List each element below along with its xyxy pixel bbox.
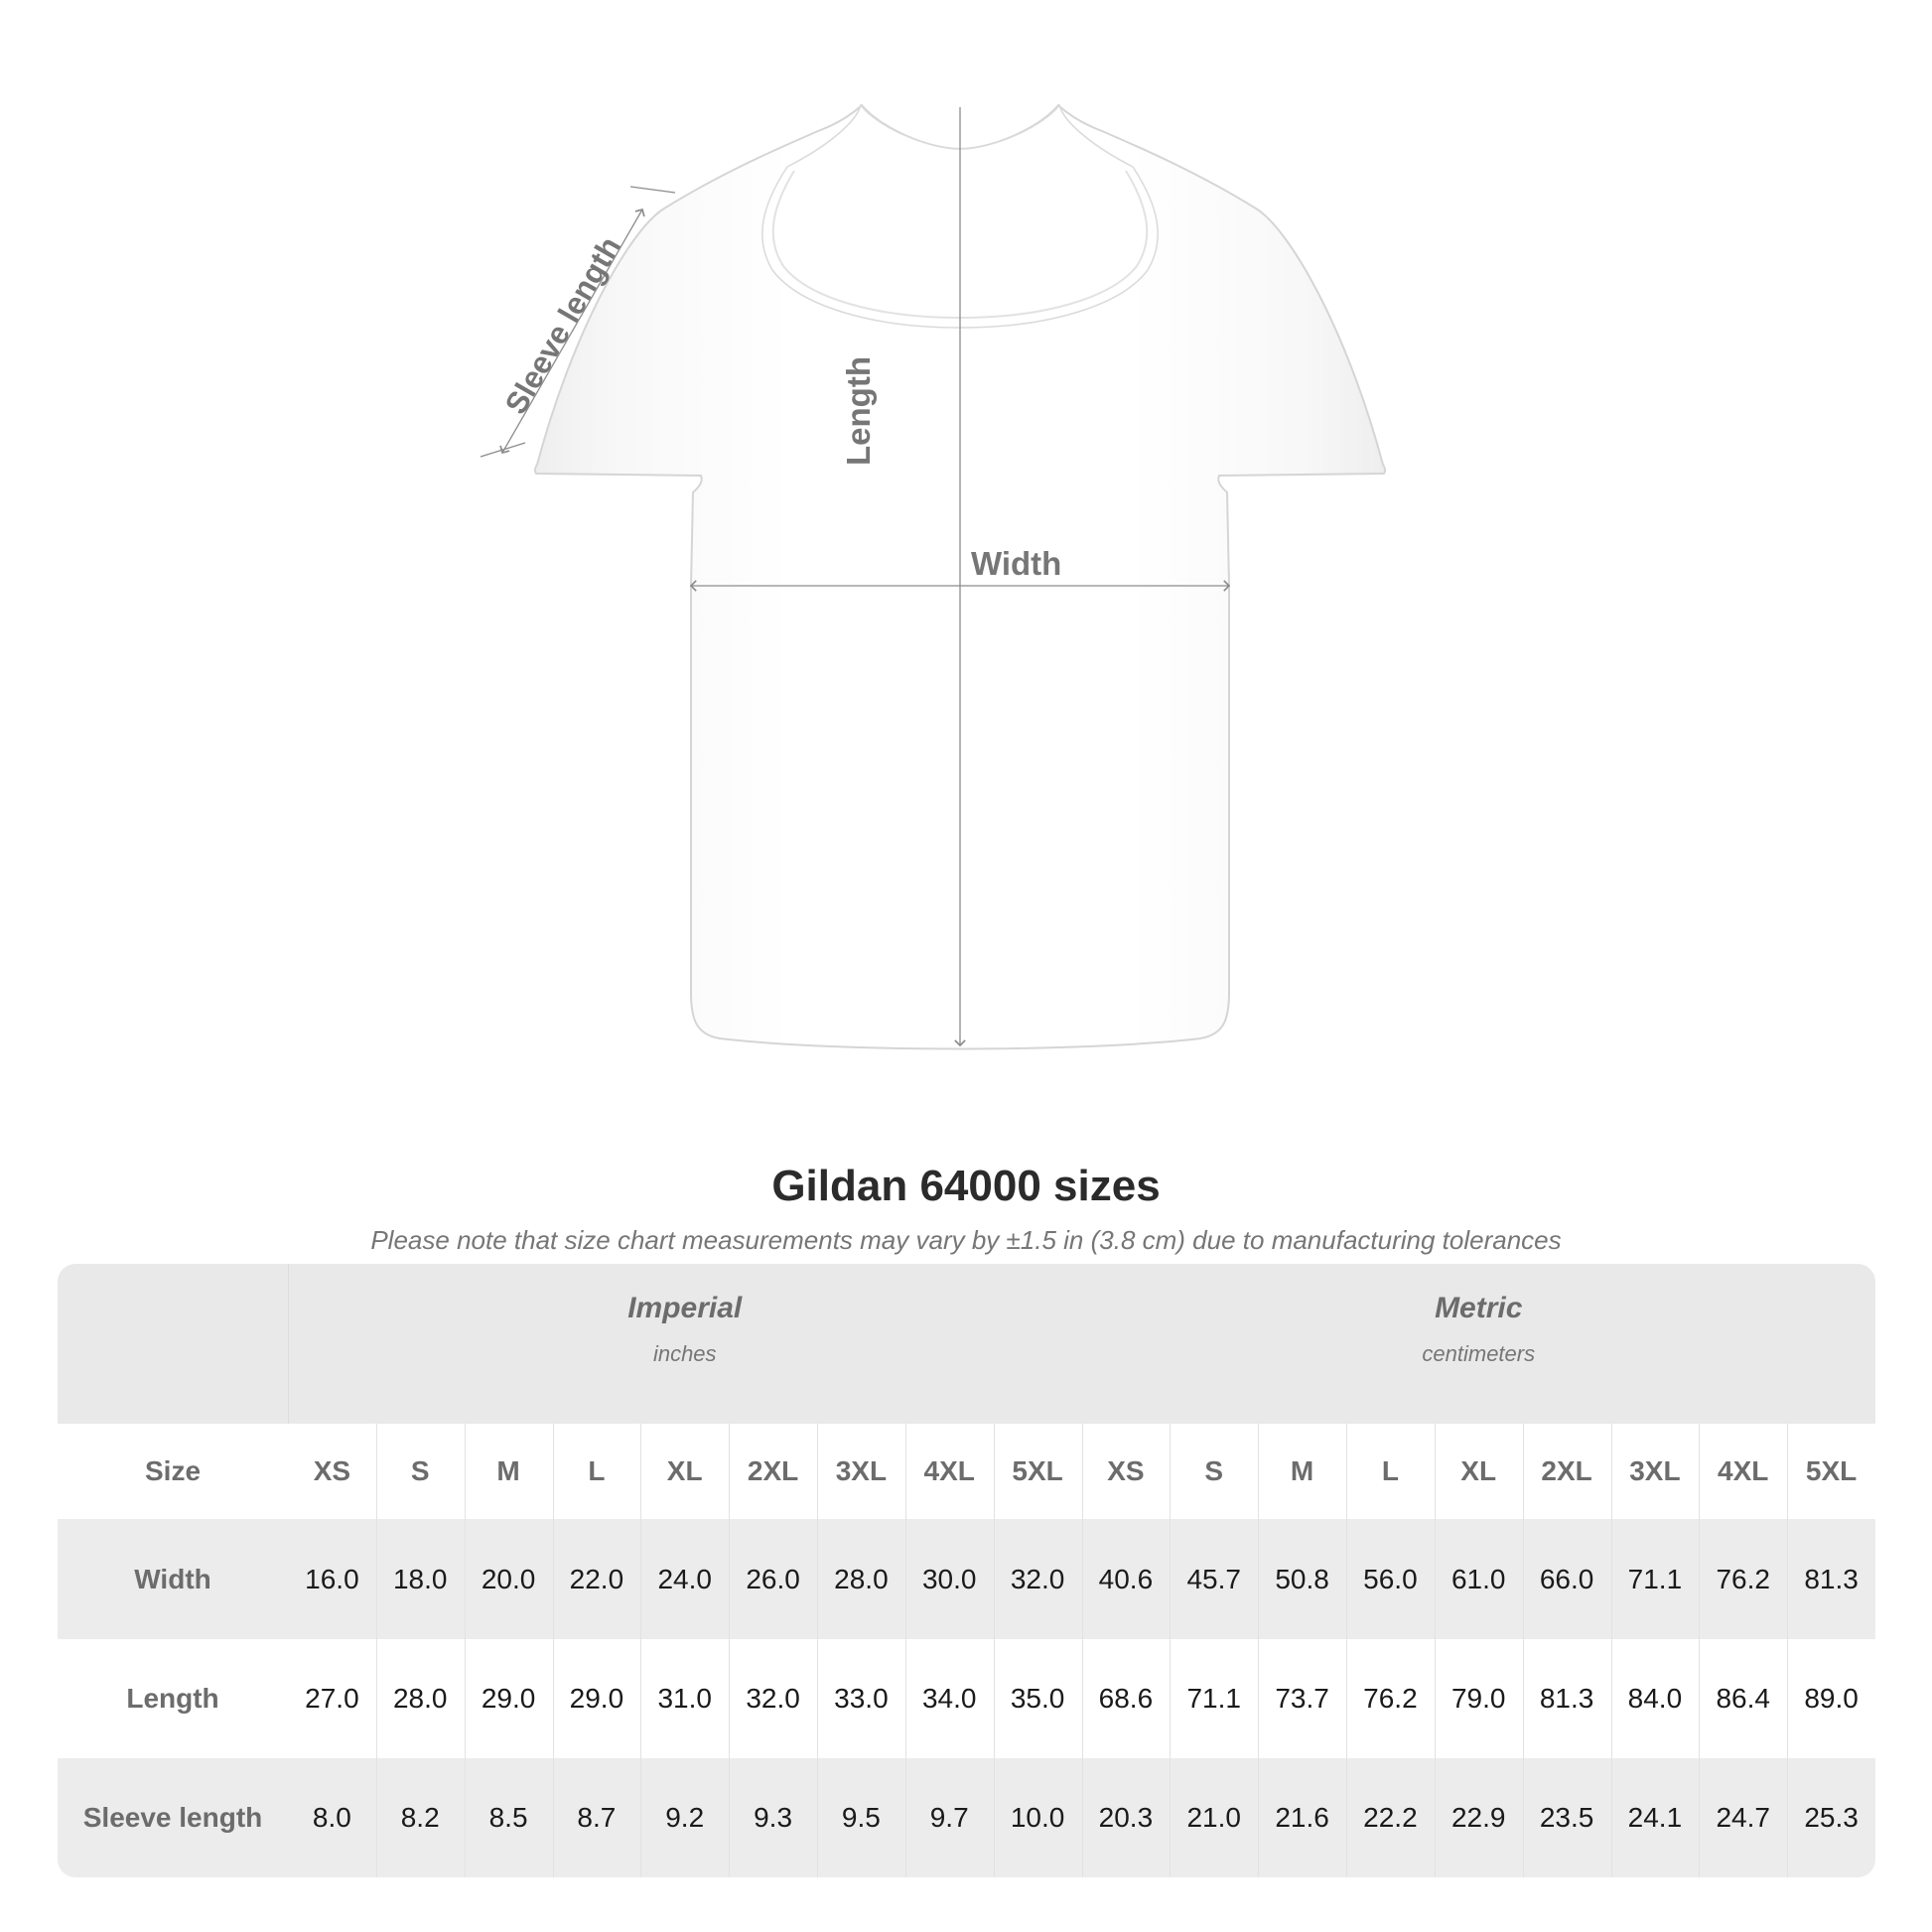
svg-text:Width: Width [971,545,1061,582]
svg-text:Sleeve length: Sleeve length [498,230,627,420]
svg-text:Length: Length [840,356,877,466]
